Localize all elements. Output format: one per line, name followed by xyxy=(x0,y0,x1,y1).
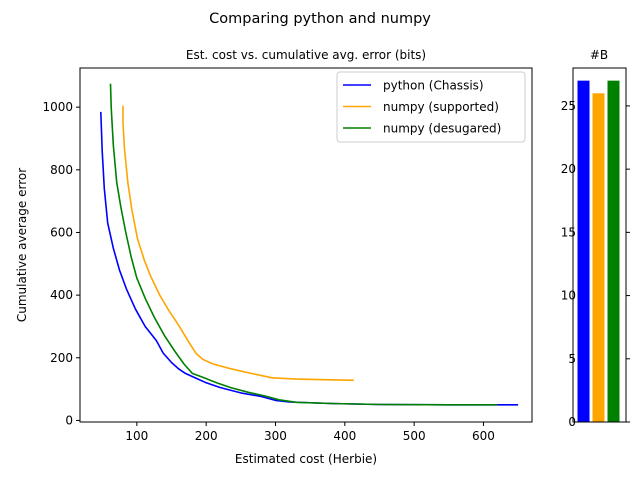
bar-chart-y-tick-label: 0 xyxy=(568,415,576,429)
bar-chart: #B 0 5 10 15 20 25 xyxy=(561,48,630,429)
line-chart-x-tick-label: 400 xyxy=(333,429,356,443)
line-chart-x-tick-label: 600 xyxy=(472,429,495,443)
bar-3 xyxy=(607,80,620,423)
legend-box xyxy=(336,71,526,143)
line-chart: Est. cost vs. cumulative avg. error (bit… xyxy=(15,48,533,466)
bar-chart-y-axis: 0 5 10 15 20 25 xyxy=(561,99,630,429)
bar-chart-y-tick-label: 5 xyxy=(568,352,576,366)
series-line-3 xyxy=(109,83,498,406)
line-chart-y-label: Cumulative average error xyxy=(15,168,29,322)
legend: python (Chassis) numpy (supported) numpy (… xyxy=(336,71,526,143)
line-chart-y-tick-label: 1000 xyxy=(42,100,73,114)
line-chart-frame xyxy=(79,67,533,423)
bar-chart-y-tick-label: 15 xyxy=(561,225,576,239)
line-chart-x-tick-label: 300 xyxy=(264,429,287,443)
bar-chart-frame xyxy=(572,67,627,423)
bar-chart-y-tick-label: 25 xyxy=(561,99,576,113)
line-chart-title: Est. cost vs. cumulative avg. error (bit… xyxy=(186,48,426,62)
line-chart-y-tick-label: 200 xyxy=(50,351,73,365)
line-chart-series xyxy=(100,83,519,406)
line-chart-y-axis: 0 200 400 600 800 1000 xyxy=(42,100,80,427)
bar-1 xyxy=(577,80,590,423)
line-chart-x-label: Estimated cost (Herbie) xyxy=(235,452,377,466)
legend-label: numpy (desugared) xyxy=(383,122,501,136)
series-line-1 xyxy=(100,111,519,406)
series-line-2 xyxy=(122,105,354,382)
bar-chart-y-tick-label: 10 xyxy=(561,289,576,303)
line-chart-x-axis: 100 200 300 400 500 600 xyxy=(125,422,495,443)
legend-label: python (Chassis) xyxy=(383,79,484,93)
bar-chart-y-tick-label: 20 xyxy=(561,162,576,176)
line-chart-x-tick-label: 100 xyxy=(125,429,148,443)
bar-2 xyxy=(592,93,605,423)
line-chart-y-tick-label: 400 xyxy=(50,288,73,302)
figure-suptitle: Comparing python and numpy xyxy=(209,11,431,27)
bar-chart-title: #B xyxy=(590,48,608,62)
bar-chart-bars xyxy=(577,80,620,423)
line-chart-y-tick-label: 0 xyxy=(65,413,73,427)
line-chart-y-tick-label: 800 xyxy=(50,163,73,177)
line-chart-y-tick-label: 600 xyxy=(50,225,73,239)
line-chart-x-tick-label: 500 xyxy=(403,429,426,443)
line-chart-x-tick-label: 200 xyxy=(195,429,218,443)
legend-label: numpy (supported) xyxy=(383,100,499,114)
